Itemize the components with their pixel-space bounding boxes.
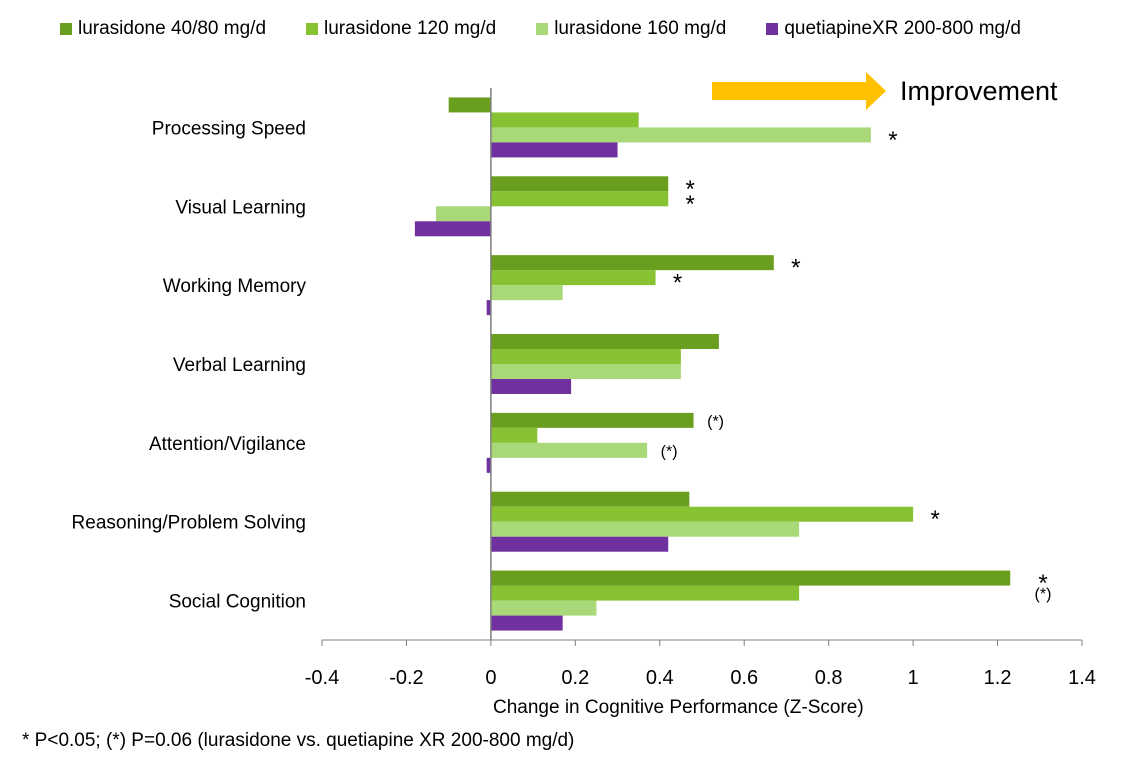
bar	[490, 176, 669, 192]
bar	[490, 412, 694, 428]
bar	[490, 127, 871, 143]
bar	[490, 255, 774, 271]
bar	[490, 536, 669, 552]
bar	[486, 457, 491, 473]
bar	[490, 334, 719, 349]
legend-swatch	[60, 23, 72, 35]
bar	[490, 442, 648, 458]
bar	[490, 191, 669, 207]
bar	[490, 585, 800, 601]
significance-marker: (*)	[707, 413, 724, 430]
bar	[414, 221, 491, 237]
x-tick-label: 0.6	[730, 667, 758, 689]
significance-marker: *	[686, 176, 695, 203]
improvement-indicator: Improvement	[712, 70, 1058, 112]
bar	[490, 270, 656, 286]
significance-marker: *	[888, 127, 897, 154]
bar	[490, 521, 800, 537]
x-tick-label: 1	[908, 667, 919, 689]
chart-legend: lurasidone 40/80 mg/d lurasidone 120 mg/…	[60, 18, 1061, 40]
bar	[490, 285, 563, 301]
x-tick-label: 0	[485, 667, 496, 689]
legend-item: lurasidone 40/80 mg/d	[60, 18, 266, 40]
category-label: Verbal Learning	[173, 355, 306, 376]
legend-label: lurasidone 160 mg/d	[554, 18, 727, 39]
bar	[490, 615, 563, 631]
bar	[490, 349, 681, 364]
legend-swatch	[536, 23, 549, 35]
x-tick-label: 1.4	[1068, 667, 1096, 689]
bar	[486, 300, 491, 316]
x-tick-label: 0.4	[646, 667, 674, 689]
bar	[448, 97, 491, 113]
bar	[490, 491, 690, 507]
legend-label: quetiapineXR 200-800 mg/d	[784, 18, 1021, 39]
category-label: Social Cognition	[169, 592, 306, 613]
legend-swatch	[766, 23, 779, 35]
category-label: Processing Speed	[152, 118, 306, 139]
bar	[490, 379, 572, 394]
legend-swatch	[306, 23, 319, 35]
bar	[490, 142, 618, 158]
legend-item: quetiapineXR 200-800 mg/d	[766, 18, 1021, 40]
significance-marker: (*)	[1035, 586, 1052, 603]
x-tick-label: 0.8	[815, 667, 843, 689]
legend-item: lurasidone 120 mg/d	[306, 18, 496, 40]
bar	[490, 427, 538, 443]
significance-marker: (*)	[661, 443, 678, 460]
significance-marker: *	[1038, 570, 1047, 597]
improvement-arrow-icon	[712, 72, 886, 110]
significance-marker: *	[673, 270, 682, 297]
x-tick-label: -0.2	[389, 667, 423, 689]
category-label: Reasoning/Problem Solving	[72, 513, 306, 534]
x-tick-label: -0.4	[305, 667, 339, 689]
legend-item: lurasidone 160 mg/d	[536, 18, 726, 40]
significance-marker: *	[686, 191, 695, 218]
category-label: Visual Learning	[175, 197, 306, 218]
improvement-label: Improvement	[900, 75, 1058, 106]
category-label: Attention/Vigilance	[149, 434, 306, 455]
bar	[490, 364, 681, 379]
significance-marker: *	[930, 506, 939, 533]
x-axis-label: Change in Cognitive Performance (Z-Score…	[493, 697, 864, 718]
x-tick-label: 1.2	[984, 667, 1012, 689]
bar	[436, 206, 491, 222]
legend-label: lurasidone 120 mg/d	[324, 18, 497, 39]
footnote: * P<0.05; (*) P=0.06 (lurasidone vs. que…	[22, 730, 575, 751]
bar	[490, 570, 1011, 586]
x-tick-label: 0.2	[561, 667, 589, 689]
legend-label: lurasidone 40/80 mg/d	[78, 18, 267, 39]
significance-marker: *	[791, 255, 800, 282]
bar	[490, 506, 914, 522]
bar	[490, 112, 639, 128]
category-label: Working Memory	[163, 276, 307, 297]
bar	[490, 600, 597, 616]
